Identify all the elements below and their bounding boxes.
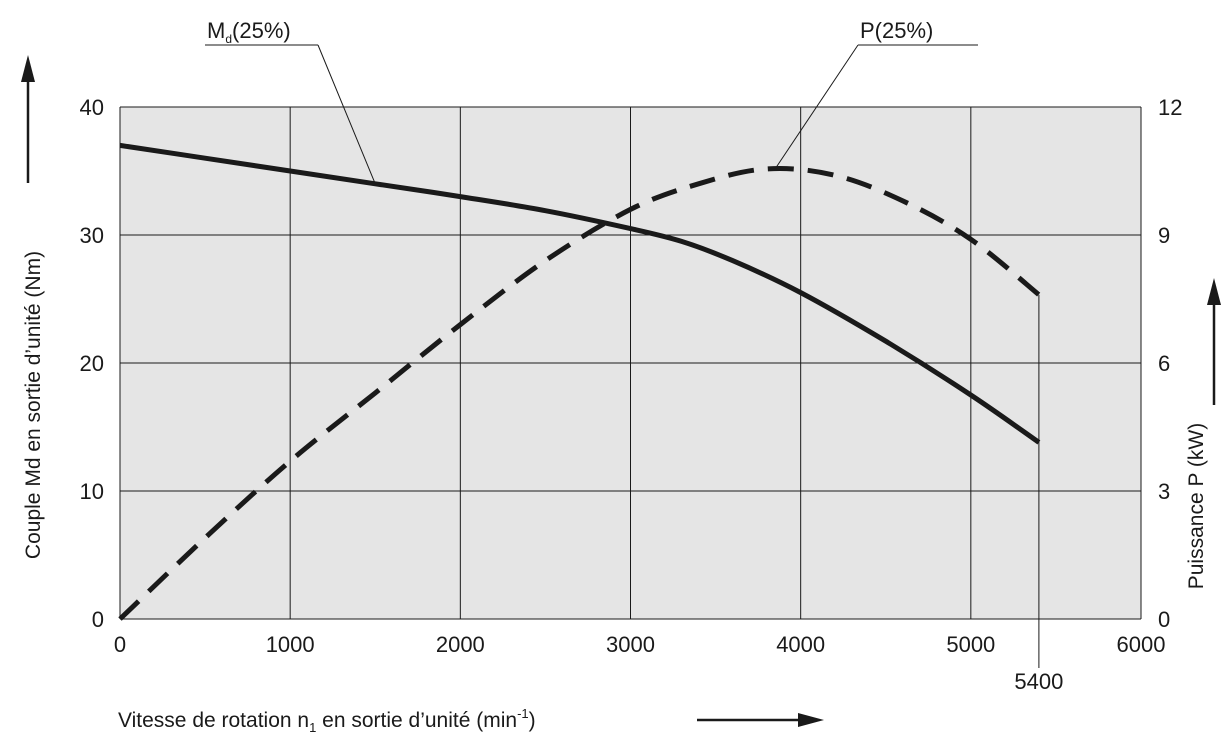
tick-labels: 0 1000 2000 3000 4000 5000 6000010203040036912… xyxy=(80,95,1183,694)
series-callouts: Md(25%) P(25%) xyxy=(205,18,978,184)
y-axis-left-arrow xyxy=(21,55,35,183)
y-right-tick-label: 9 xyxy=(1158,223,1170,248)
x-tick-label: 3000 xyxy=(606,632,655,657)
series-line-md xyxy=(119,142,1041,445)
x-tick-label: 0 xyxy=(114,632,126,657)
y-left-tick-label: 10 xyxy=(80,479,104,504)
x-axis-title: Vitesse de rotation n1 en sortie d’unité… xyxy=(118,706,536,734)
y-left-tick-label: 0 xyxy=(92,607,104,632)
callout-p-leader xyxy=(774,44,859,170)
y-axis-right-title: Puissance P (kW) xyxy=(1185,423,1208,590)
callout-md-leader xyxy=(317,44,376,184)
y-left-tick-label: 30 xyxy=(80,223,104,248)
x-axis-arrow xyxy=(697,713,824,727)
y-left-tick-label: 40 xyxy=(80,95,104,120)
y-right-tick-label: 12 xyxy=(1158,95,1182,120)
callout-p-label: P(25%) xyxy=(860,18,933,43)
grid xyxy=(119,106,1142,668)
y-right-tick-label: 0 xyxy=(1158,607,1170,632)
series-line-p xyxy=(118,165,1041,621)
y-axis-right-arrow xyxy=(1207,278,1221,405)
y-axis-left-title: Couple Md en sortie d’unité (Nm) xyxy=(22,251,45,559)
x-tick-label: 6000 xyxy=(1117,632,1166,657)
series-lines xyxy=(118,142,1041,621)
y-left-tick-label: 20 xyxy=(80,351,104,376)
y-right-tick-label: 6 xyxy=(1158,351,1170,376)
callout-md-label: Md(25%) xyxy=(207,18,291,46)
x-tick-label: 1000 xyxy=(266,632,315,657)
x-tick-label: 4000 xyxy=(776,632,825,657)
x-extra-tick-label: 5400 xyxy=(1014,669,1063,694)
x-tick-label: 2000 xyxy=(436,632,485,657)
y-right-tick-label: 3 xyxy=(1158,479,1170,504)
x-tick-label: 5000 xyxy=(946,632,995,657)
